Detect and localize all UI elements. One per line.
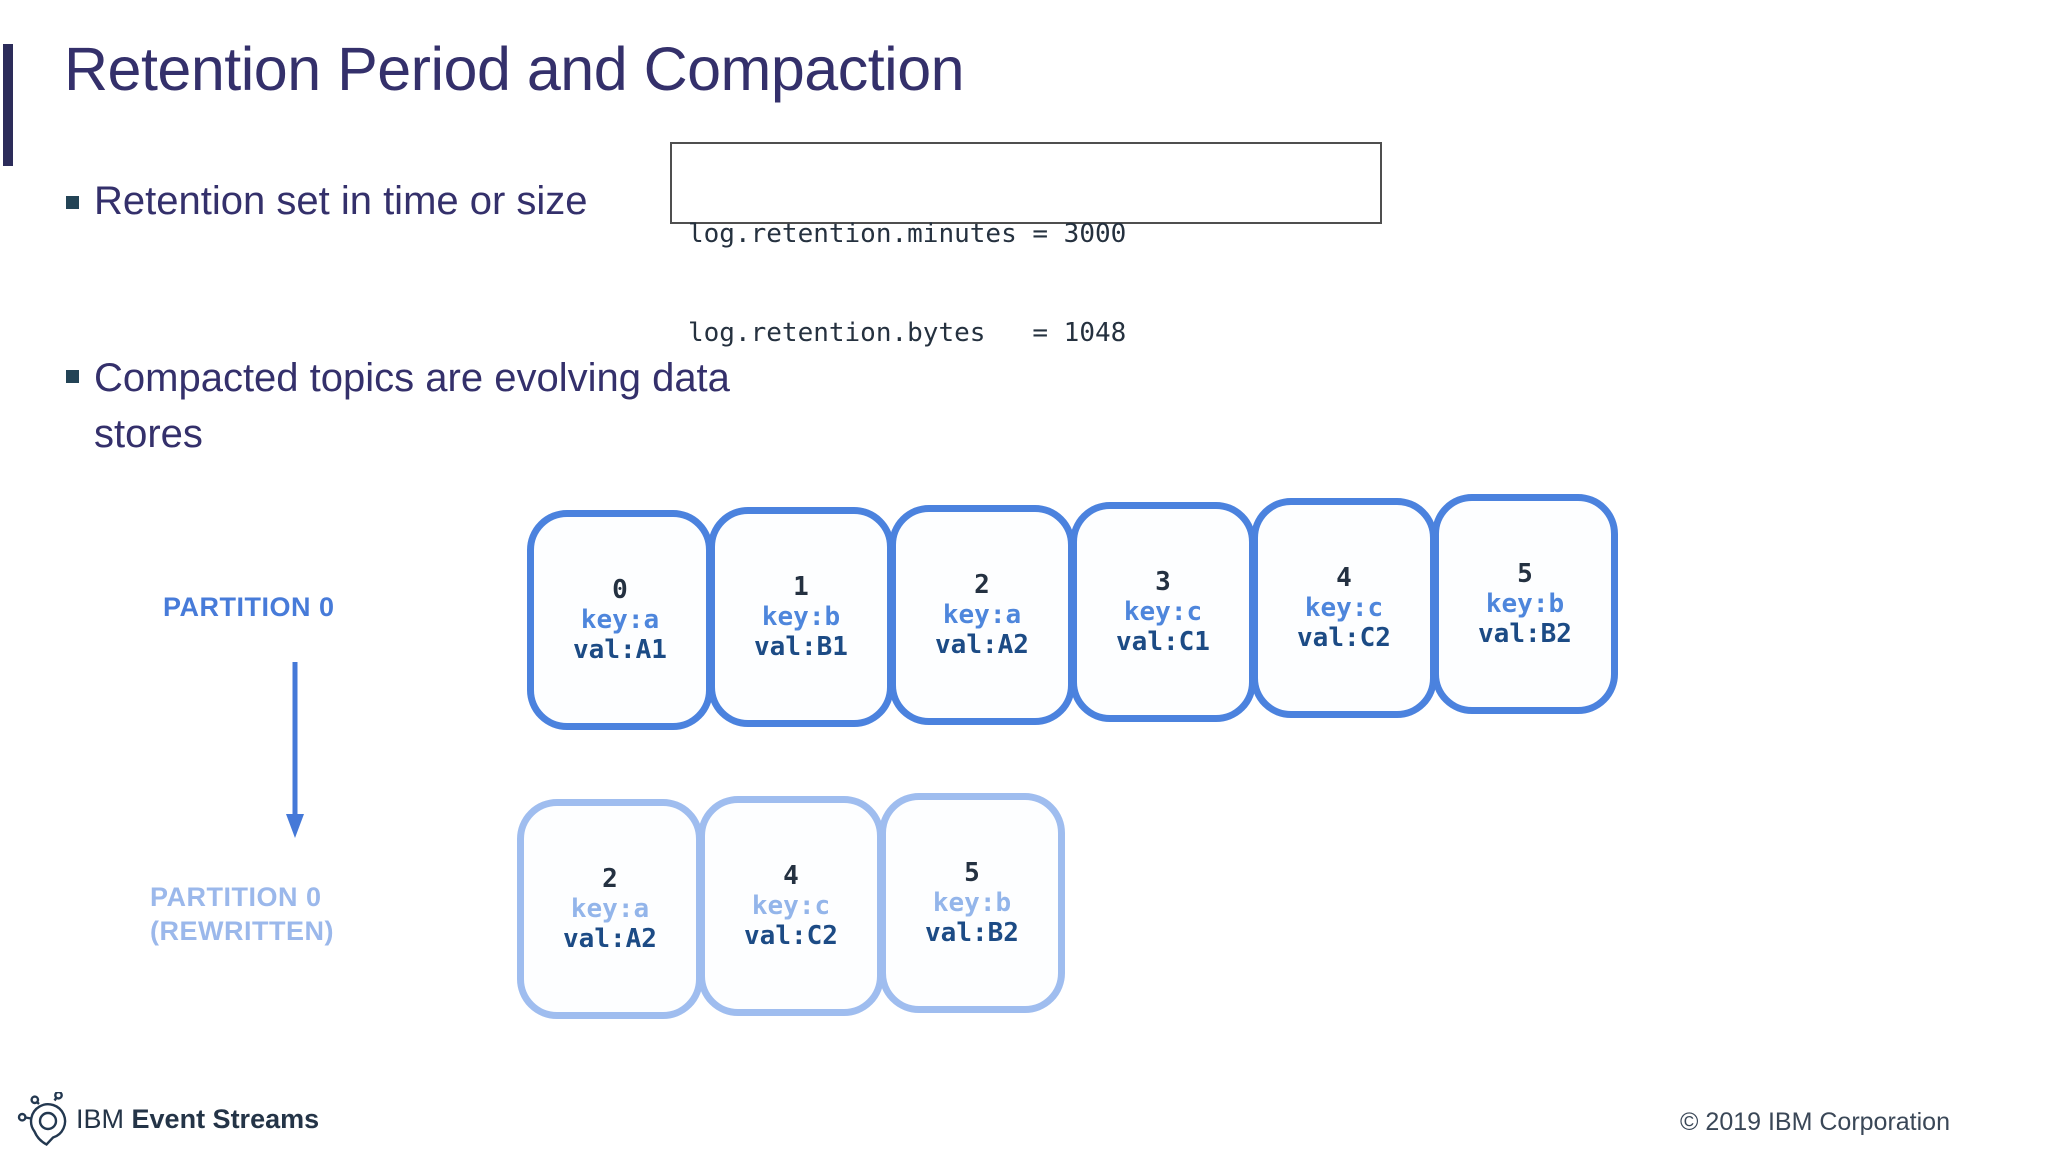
partition-0-rewritten-label: PARTITION 0 (REWRITTEN) bbox=[150, 880, 334, 948]
event-streams-logo-icon bbox=[17, 1092, 67, 1146]
record-key: key:b bbox=[932, 888, 1012, 918]
record-value: val:B2 bbox=[1478, 619, 1572, 649]
record-value: val:A2 bbox=[563, 924, 657, 954]
bullet-square-icon bbox=[66, 196, 79, 209]
down-arrow-icon bbox=[286, 662, 304, 838]
brand-text: IBM Event Streams bbox=[76, 1104, 319, 1135]
record-offset: 2 bbox=[602, 864, 618, 894]
record-box: 0 key:a val:A1 bbox=[527, 510, 713, 730]
brand-prefix: IBM bbox=[76, 1104, 125, 1134]
retention-config-code-box: log.retention.minutes = 3000 log.retenti… bbox=[670, 142, 1382, 348]
record-key: key:a bbox=[942, 600, 1022, 630]
record-box: 3 key:c val:C1 bbox=[1070, 502, 1256, 722]
record-key: key:c bbox=[1123, 597, 1203, 627]
record-value: val:A1 bbox=[573, 635, 667, 665]
code-line: log.retention.minutes = 3000 bbox=[688, 219, 1127, 249]
record-key: key:a bbox=[570, 894, 650, 924]
record-key: key:c bbox=[751, 891, 831, 921]
record-key: key:c bbox=[1304, 593, 1384, 623]
record-value: val:B1 bbox=[754, 632, 848, 662]
record-value: val:C2 bbox=[1297, 623, 1391, 653]
record-offset: 1 bbox=[793, 572, 809, 602]
record-key: key:b bbox=[1485, 589, 1565, 619]
record-offset: 3 bbox=[1155, 567, 1171, 597]
record-offset: 4 bbox=[1336, 563, 1352, 593]
bullet-compacted: Compacted topics are evolving data store… bbox=[94, 356, 730, 456]
record-box: 2 key:a val:A2 bbox=[889, 505, 1075, 725]
record-offset: 4 bbox=[783, 861, 799, 891]
record-key: key:a bbox=[580, 605, 660, 635]
partition-row-original: 0 key:a val:A1 1 key:b val:B1 2 key:a va… bbox=[527, 494, 1618, 730]
record-value: val:C2 bbox=[744, 921, 838, 951]
partition-0-label: PARTITION 0 bbox=[163, 592, 335, 622]
record-value: val:A2 bbox=[935, 630, 1029, 660]
record-box: 5 key:b val:B2 bbox=[879, 793, 1065, 1013]
partition-row-rewritten: 2 key:a val:A2 4 key:c val:C2 5 key:b va… bbox=[517, 793, 1065, 1019]
record-key: key:b bbox=[761, 602, 841, 632]
record-offset: 2 bbox=[974, 570, 990, 600]
page-title: Retention Period and Compaction bbox=[64, 35, 965, 103]
rewritten-label-line: (REWRITTEN) bbox=[150, 916, 334, 946]
bullet-square-icon bbox=[66, 370, 79, 383]
code-line: log.retention.bytes = 1048 bbox=[688, 318, 1127, 348]
record-box: 4 key:c val:C2 bbox=[698, 796, 884, 1016]
record-offset: 5 bbox=[964, 858, 980, 888]
record-box: 5 key:b val:B2 bbox=[1432, 494, 1618, 714]
record-value: val:C1 bbox=[1116, 627, 1210, 657]
record-offset: 5 bbox=[1517, 559, 1533, 589]
rewritten-label-line: PARTITION 0 bbox=[150, 882, 322, 912]
record-box: 1 key:b val:B1 bbox=[708, 507, 894, 727]
copyright-text: © 2019 IBM Corporation bbox=[1680, 1108, 1950, 1136]
record-box: 4 key:c val:C2 bbox=[1251, 498, 1437, 718]
record-offset: 0 bbox=[612, 575, 628, 605]
brand-name: Event Streams bbox=[131, 1104, 320, 1134]
bullet-retention: Retention set in time or size bbox=[94, 179, 588, 223]
record-value: val:B2 bbox=[925, 918, 1019, 948]
record-box: 2 key:a val:A2 bbox=[517, 799, 703, 1019]
title-accent-bar bbox=[3, 44, 13, 166]
